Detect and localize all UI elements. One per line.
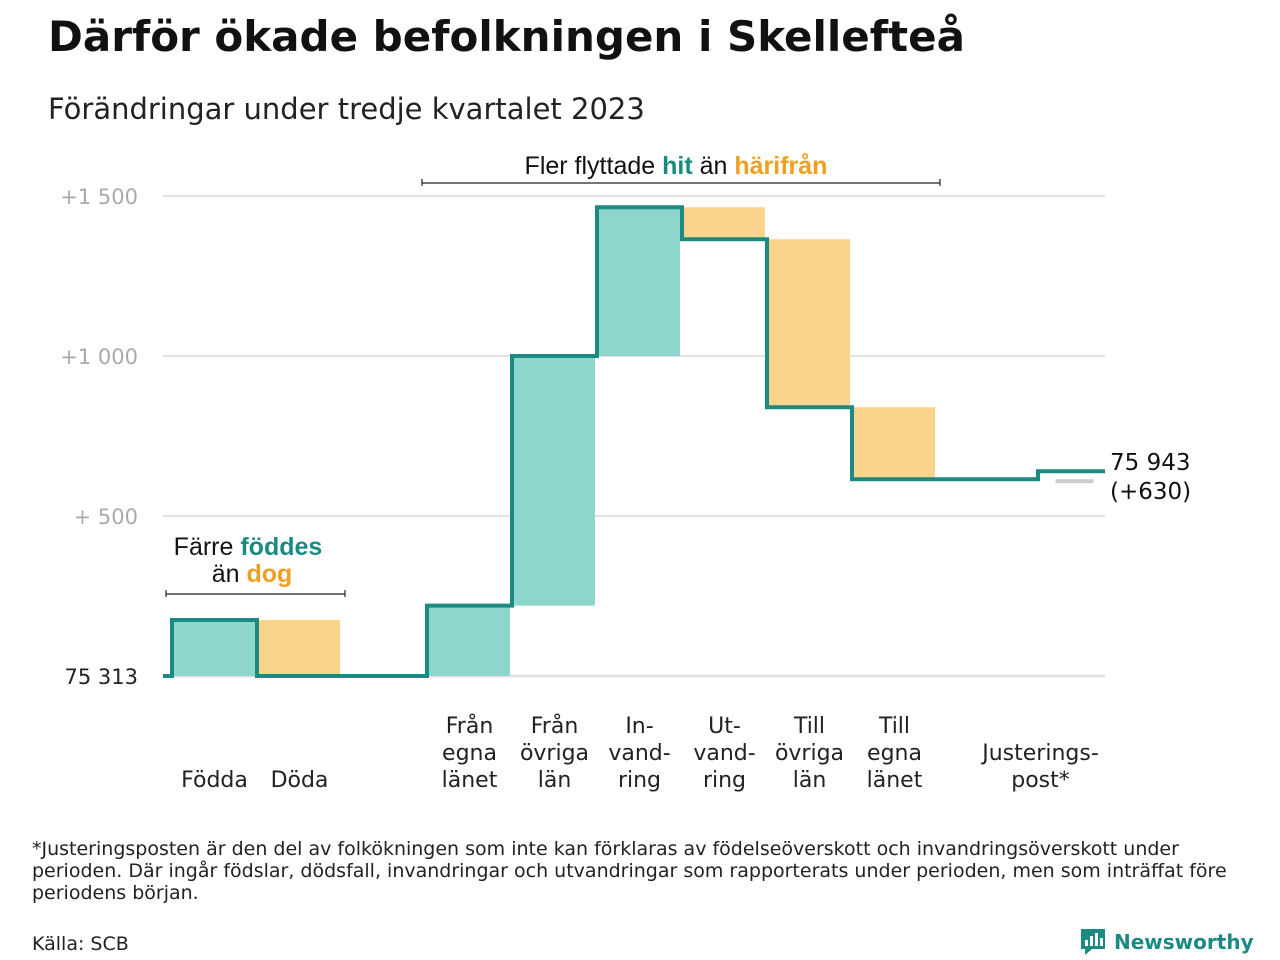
category-label: Ut- bbox=[708, 714, 741, 739]
category-label: Justerings- bbox=[980, 741, 1099, 766]
bar-outflow bbox=[257, 620, 340, 676]
bar-outflow bbox=[767, 239, 850, 408]
annotation-birth-bracket bbox=[165, 590, 346, 597]
category-label: län bbox=[793, 768, 827, 793]
y-tick-label: +1 000 bbox=[60, 345, 138, 369]
category-label: Till bbox=[793, 714, 825, 739]
end-value-label: 75 943 bbox=[1110, 450, 1190, 476]
newsworthy-icon bbox=[1081, 929, 1105, 955]
bars bbox=[172, 207, 1094, 676]
category-label: länet bbox=[867, 768, 923, 793]
category-label: Till bbox=[878, 714, 910, 739]
y-tick-label: 75 313 bbox=[65, 665, 138, 689]
category-label: vand- bbox=[608, 741, 670, 766]
end-value-label: 75 943 (+630) bbox=[1110, 450, 1191, 505]
end-change-label: (+630) bbox=[1110, 479, 1191, 505]
bar-outflow bbox=[852, 407, 935, 480]
source-note: Källa: SCB bbox=[32, 933, 129, 955]
category-label: Födda bbox=[181, 768, 248, 793]
category-label: län bbox=[538, 768, 572, 793]
waterfall-chart: 75 313+ 500+1 000+1 500 Födda DödaFrånegn… bbox=[60, 152, 1191, 793]
category-label: övriga bbox=[775, 741, 844, 766]
category-labels: Födda DödaFrånegnalänetFrånövrigalänIn-va… bbox=[181, 713, 1099, 793]
category-label: egna bbox=[867, 741, 922, 766]
bar-adjustment bbox=[1055, 479, 1094, 484]
category-label: övriga bbox=[520, 741, 589, 766]
chart-title: Därför ökade befolkningen i Skellefteå bbox=[48, 12, 965, 61]
y-tick-label: + 500 bbox=[74, 505, 138, 529]
footnote: *Justeringsposten är den del av folkökni… bbox=[32, 838, 1227, 904]
running-total-path bbox=[163, 205, 1105, 678]
bar-inflow bbox=[427, 605, 510, 676]
chart-subtitle: Förändringar under tredje kvartalet 2023 bbox=[48, 92, 645, 126]
annotation-migration-bracket bbox=[421, 179, 941, 186]
category-label: Döda bbox=[271, 768, 329, 793]
category-label: ring bbox=[703, 768, 746, 793]
annotation-migration: Fler flyttade hit än härifrån bbox=[525, 152, 828, 180]
category-label: vand- bbox=[693, 741, 755, 766]
category-label: egna bbox=[442, 741, 497, 766]
category-label: ring bbox=[618, 768, 661, 793]
category-label: länet bbox=[442, 768, 498, 793]
bar-inflow bbox=[597, 207, 680, 356]
category-label: Från bbox=[531, 713, 579, 739]
bar-outflow bbox=[682, 207, 765, 240]
brand-name: Newsworthy bbox=[1114, 930, 1254, 954]
annotation-birth-line1: Färre föddes bbox=[174, 533, 323, 561]
y-axis-ticks: 75 313 + 500 +1 000 +1 500 bbox=[60, 185, 138, 689]
y-tick-label: +1 500 bbox=[60, 185, 138, 209]
running-total-line bbox=[163, 205, 1105, 678]
category-label: post* bbox=[1011, 768, 1070, 793]
bar-inflow bbox=[512, 356, 595, 606]
bar-inflow bbox=[172, 620, 255, 676]
category-label: Från bbox=[446, 713, 494, 739]
annotation-birth-line2: än dog bbox=[212, 560, 293, 588]
brand-logo[interactable]: Newsworthy bbox=[1080, 928, 1254, 956]
category-label: In- bbox=[625, 714, 653, 739]
